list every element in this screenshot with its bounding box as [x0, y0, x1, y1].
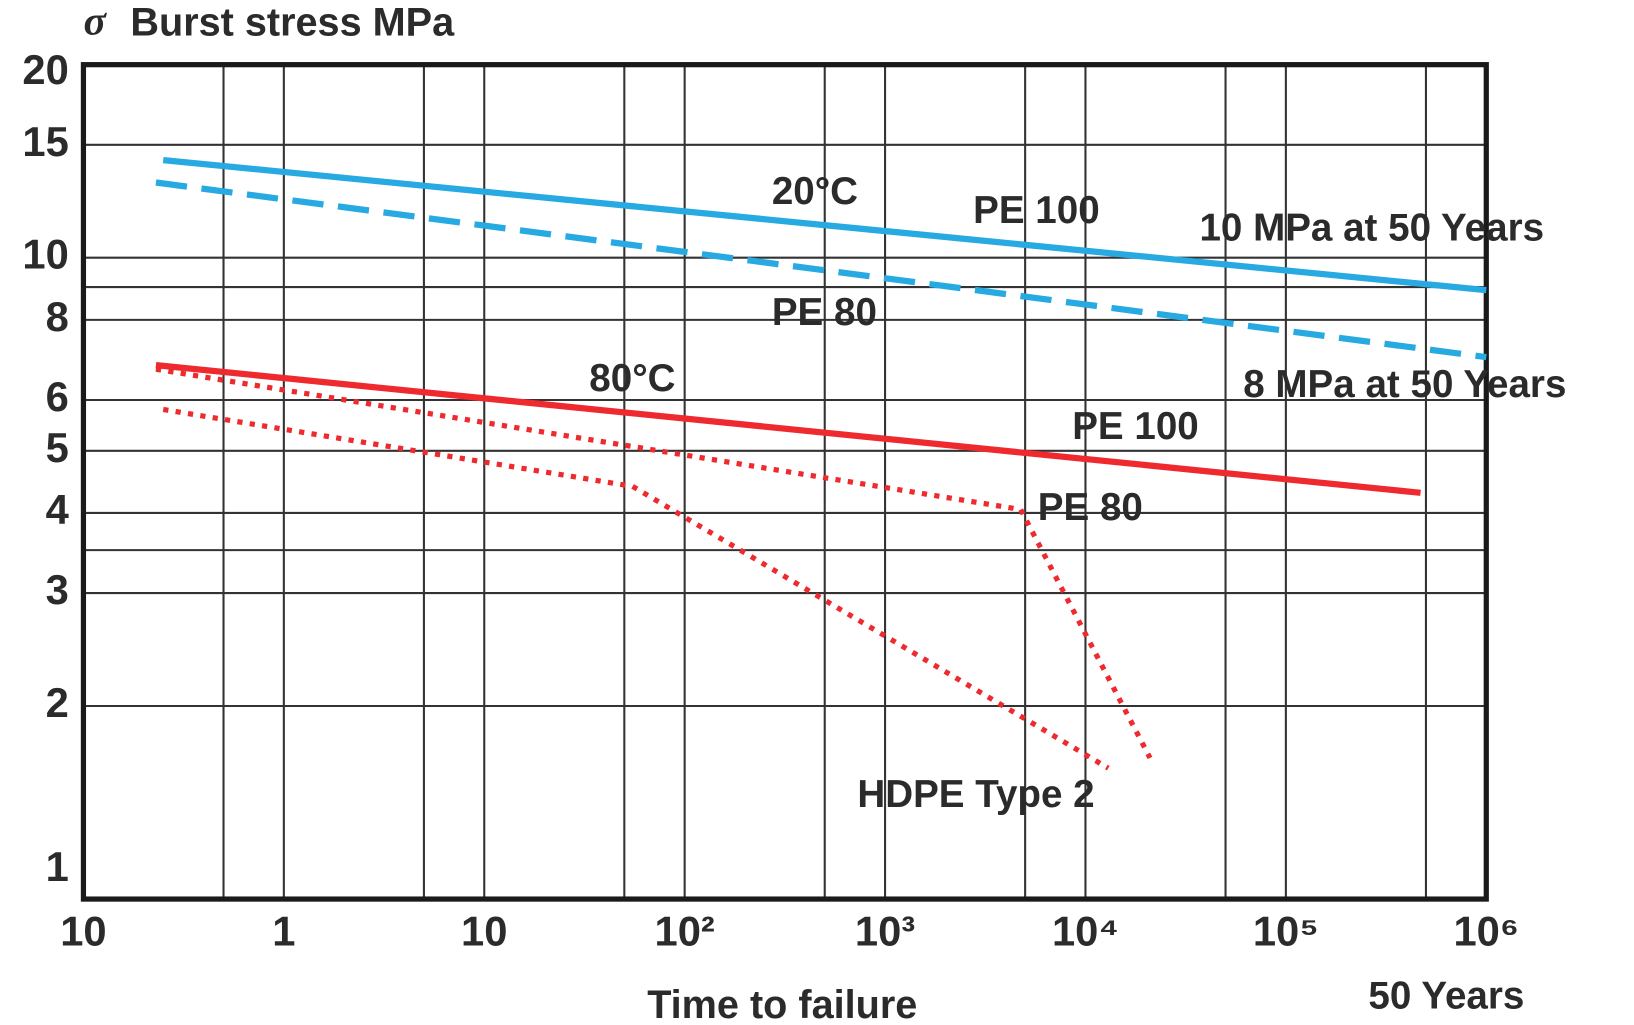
y-tick-label: 2	[46, 679, 69, 726]
annotation: PE 80	[1038, 486, 1143, 529]
y-tick-label: 4	[46, 486, 69, 533]
plot-border	[80, 62, 1489, 902]
y-tick-label: 8	[46, 293, 69, 340]
y-axis-label: Burst stress MPa	[130, 1, 455, 45]
annotation: 20°C	[772, 170, 858, 213]
series-line	[155, 362, 1421, 496]
series-line	[162, 156, 1487, 294]
x-tick-label: 10	[461, 908, 507, 955]
annotation: 80°C	[589, 357, 675, 400]
annotation: PE 100	[973, 189, 1100, 232]
y-axis-symbol: σ	[83, 0, 107, 45]
x-tick-label: 10⁶	[1453, 908, 1519, 955]
y-tick-label: 3	[46, 566, 69, 613]
plot-group: σ Burst stress MPa Time to failure 10 1 10…	[22, 0, 1566, 1025]
x-tick-label: 10	[60, 908, 106, 955]
series-line	[162, 406, 1110, 771]
y-tick-label: 5	[46, 424, 69, 471]
y-tick-label: 6	[46, 373, 69, 420]
annotation: 50 Years	[1368, 974, 1524, 1017]
series-line	[155, 179, 1487, 361]
annotation: 8 MPa at 50 Years	[1243, 363, 1566, 406]
series-line	[155, 366, 1153, 760]
y-tick-label: 10	[22, 231, 68, 278]
y-tick-label: 15	[22, 118, 68, 165]
annotation: 10 MPa at 50 Years	[1199, 207, 1544, 250]
y-tick-label: 20	[22, 46, 68, 93]
x-tick-label: 1	[272, 908, 295, 955]
x-tick-label: 10²	[655, 908, 715, 955]
y-tick-label: 1	[46, 843, 69, 890]
x-axis-label: Time to failure	[647, 983, 917, 1025]
x-tick-label: 10³	[855, 908, 915, 955]
annotation: PE 80	[772, 291, 877, 334]
annotation: PE 100	[1072, 405, 1199, 448]
x-tick-label: 10⁵	[1253, 908, 1319, 955]
annotation: HDPE Type 2	[857, 773, 1094, 816]
x-tick-label: 10⁴	[1052, 908, 1119, 955]
